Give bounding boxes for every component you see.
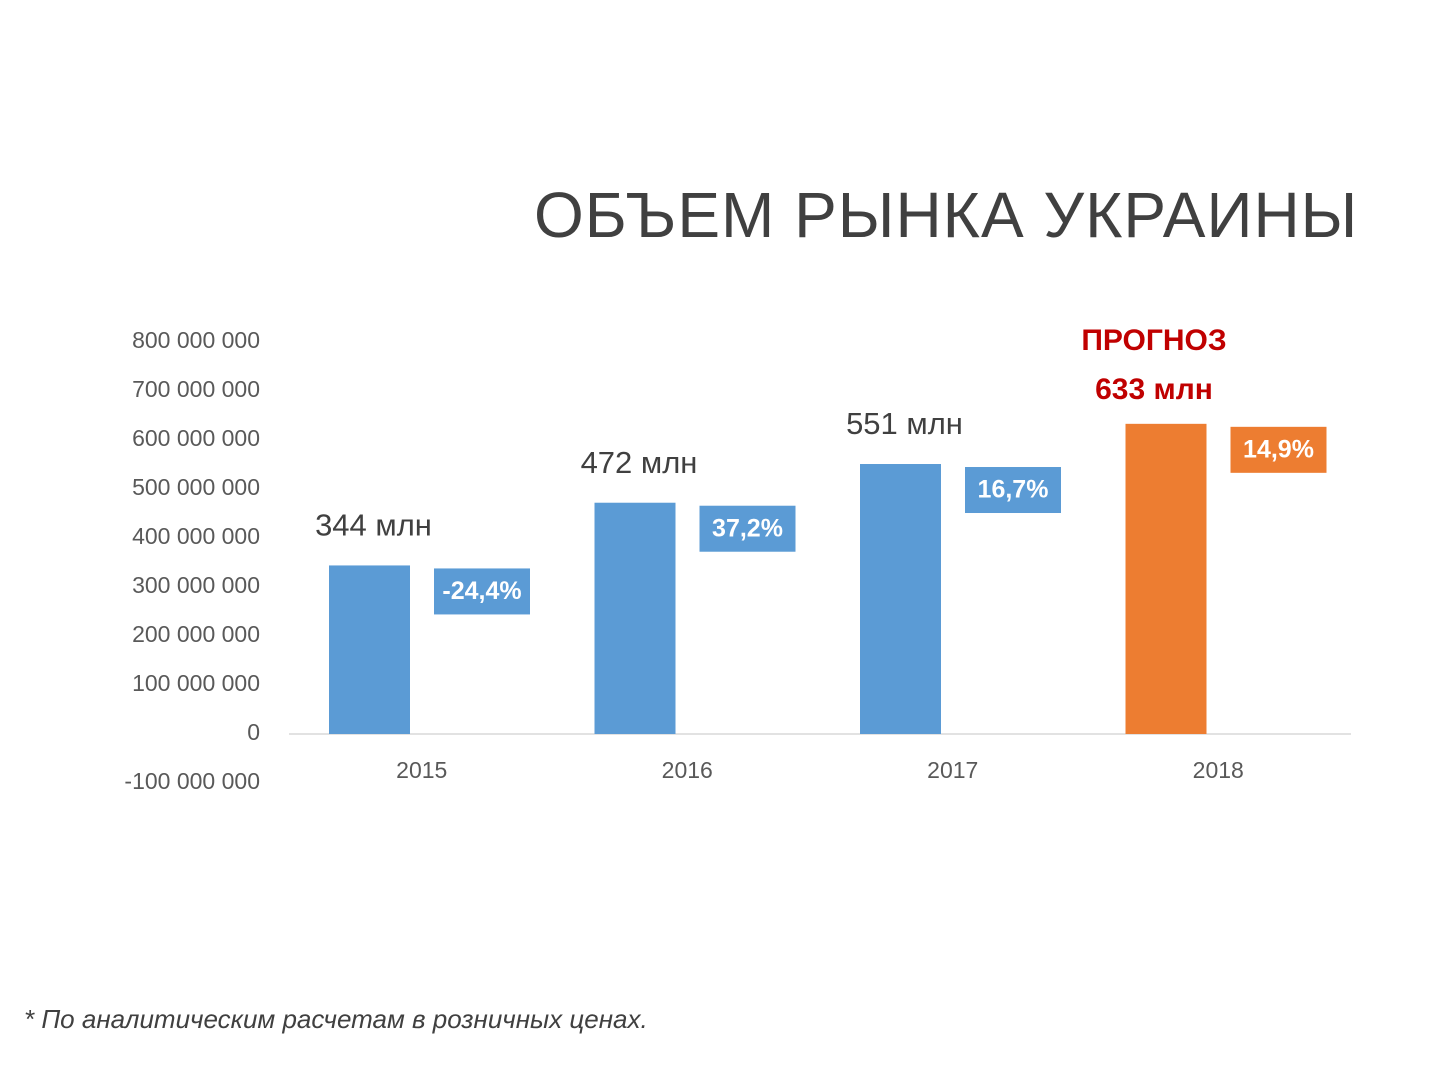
bar-2016	[594, 502, 676, 734]
value-label: 344 млн	[315, 508, 432, 543]
change-label: 16,7%	[978, 476, 1049, 504]
change-box-2015	[434, 568, 530, 615]
x-tick-label: 2018	[1193, 757, 1244, 783]
value-label: 472 млн	[581, 445, 698, 480]
y-tick-label: 500 000 000	[132, 474, 260, 500]
y-tick-label: -100 000 000	[124, 768, 260, 794]
slide-title: ОБЪЕМ РЫНКА УКРАИНЫ	[534, 179, 1359, 251]
change-box-2016	[699, 505, 796, 552]
change-label: -24,4%	[442, 577, 521, 605]
y-tick-label: 300 000 000	[132, 572, 260, 598]
x-tick-label: 2015	[396, 757, 447, 783]
value-label: 551 млн	[846, 406, 963, 441]
change-label: 14,9%	[1243, 435, 1314, 463]
footnote: * По аналитическим расчетам в розничных …	[24, 1004, 648, 1034]
bar-2015	[329, 565, 410, 734]
value-label: 633 млн	[1095, 373, 1213, 406]
x-tick-label: 2017	[927, 757, 978, 783]
forecast-label: ПРОГНОЗ	[1081, 324, 1226, 357]
y-tick-label: 100 000 000	[132, 670, 260, 696]
y-tick-label: 400 000 000	[132, 523, 260, 549]
bar-2017	[860, 464, 941, 734]
y-tick-label: 600 000 000	[132, 425, 260, 451]
y-tick-label: 0	[247, 719, 260, 745]
bar-2018	[1125, 423, 1207, 734]
change-box-2017	[965, 467, 1061, 514]
y-tick-label: 800 000 000	[132, 327, 260, 353]
change-label: 37,2%	[712, 514, 783, 542]
y-tick-label: 200 000 000	[132, 621, 260, 647]
y-tick-label: 700 000 000	[132, 376, 260, 402]
change-box-2018	[1230, 426, 1327, 473]
x-tick-label: 2016	[662, 757, 713, 783]
